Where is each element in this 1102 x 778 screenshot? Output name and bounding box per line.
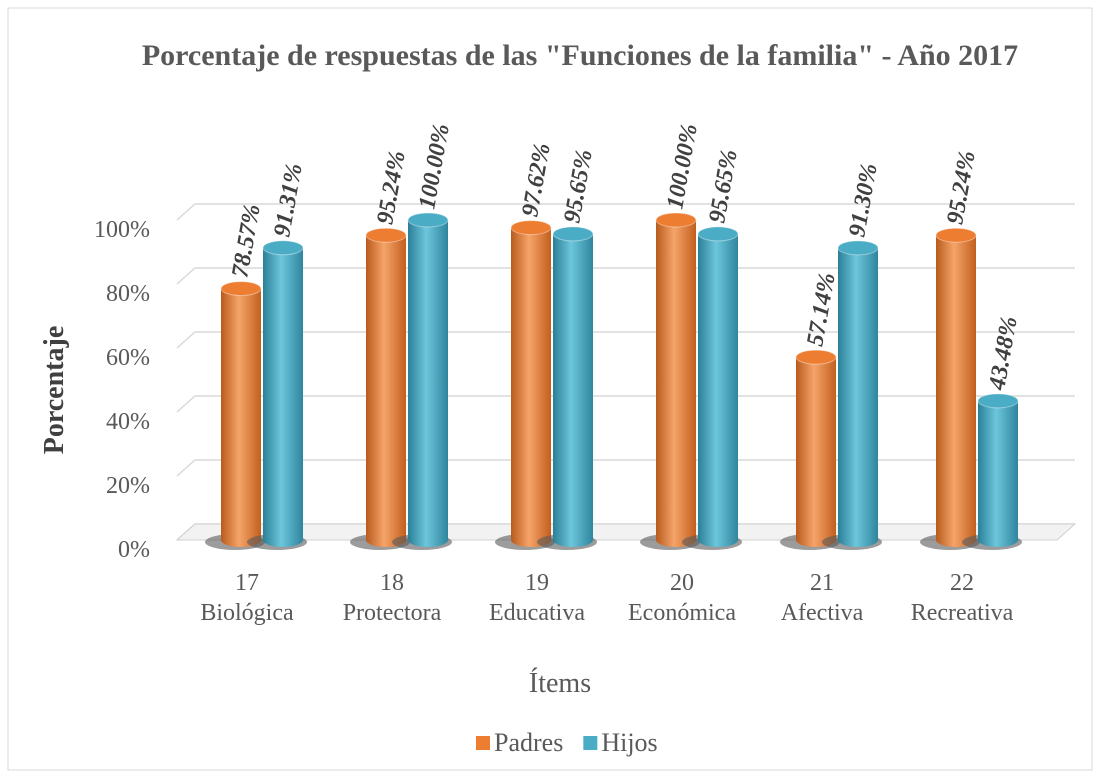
y-tick-label: 0% [118, 537, 150, 563]
bar-bottom [698, 533, 738, 547]
bar-top [935, 227, 977, 243]
x-tick-label: 18 [380, 570, 404, 596]
bar-top [262, 240, 304, 256]
y-tick-label: 40% [106, 409, 150, 435]
bar-top [407, 212, 449, 228]
bar [537, 226, 597, 550]
legend-label: Hijos [601, 728, 657, 757]
legend-label: Padres [494, 728, 563, 757]
y-tick-label: 60% [106, 345, 150, 371]
bar [392, 212, 452, 550]
bar-bottom [838, 533, 878, 547]
legend-swatch [476, 736, 490, 750]
x-tick-label: Biológica [200, 600, 294, 626]
bar-body [408, 220, 448, 540]
bar-body [936, 235, 976, 540]
bar-body [838, 247, 878, 540]
x-tick-label: 20 [670, 570, 694, 596]
grid-line [176, 267, 1075, 285]
bar-body [366, 235, 406, 540]
bar-bottom [408, 533, 448, 547]
bar [640, 212, 700, 550]
bar-top [220, 281, 262, 297]
bar-body [221, 288, 261, 540]
bar [350, 227, 410, 550]
bar-top [552, 226, 594, 242]
bar-top [837, 240, 879, 256]
x-axis-title: Ítems [529, 668, 591, 699]
bar [495, 220, 555, 550]
x-tick-label: Educativa [489, 600, 585, 626]
bar-body [553, 233, 593, 541]
chart-title: Porcentaje de respuestas de las "Funcion… [141, 39, 1019, 72]
bar [682, 226, 742, 550]
y-tick-label: 100% [94, 217, 150, 243]
bar [822, 240, 882, 550]
bar-body [698, 233, 738, 541]
legend-swatch [583, 736, 598, 750]
x-tick-label: Económica [628, 600, 736, 626]
x-tick-label: 21 [810, 570, 834, 596]
bar-body [656, 220, 696, 540]
bar-bottom [263, 533, 303, 547]
bar [247, 240, 307, 550]
grid-line [176, 459, 1075, 477]
bar-top [365, 227, 407, 243]
x-tick-label: Afectiva [781, 600, 864, 626]
bar [780, 349, 840, 550]
bar [920, 227, 980, 550]
bar-body [978, 400, 1018, 540]
bar-bottom [553, 533, 593, 547]
y-axis-title: Porcentaje [39, 326, 70, 455]
bar-top [655, 212, 697, 228]
bar [962, 393, 1022, 550]
bar-top [697, 226, 739, 242]
y-tick-label: 20% [106, 473, 150, 499]
bar-body [796, 357, 836, 540]
y-tick-label: 80% [106, 281, 150, 307]
x-tick-label: Recreativa [911, 600, 1014, 626]
bar-top [795, 349, 837, 365]
grid-line [176, 395, 1075, 413]
bar-top [977, 393, 1019, 409]
x-tick-label: 22 [950, 570, 974, 596]
grid-line [176, 203, 1075, 221]
bar [205, 281, 265, 550]
x-tick-label: 19 [525, 570, 549, 596]
grid-line [176, 331, 1075, 349]
bar-bottom [978, 533, 1018, 547]
bar-body [511, 227, 551, 540]
x-tick-label: Protectora [343, 600, 442, 626]
bar-body [263, 247, 303, 541]
bar-top [510, 220, 552, 236]
x-tick-label: 17 [235, 570, 259, 596]
